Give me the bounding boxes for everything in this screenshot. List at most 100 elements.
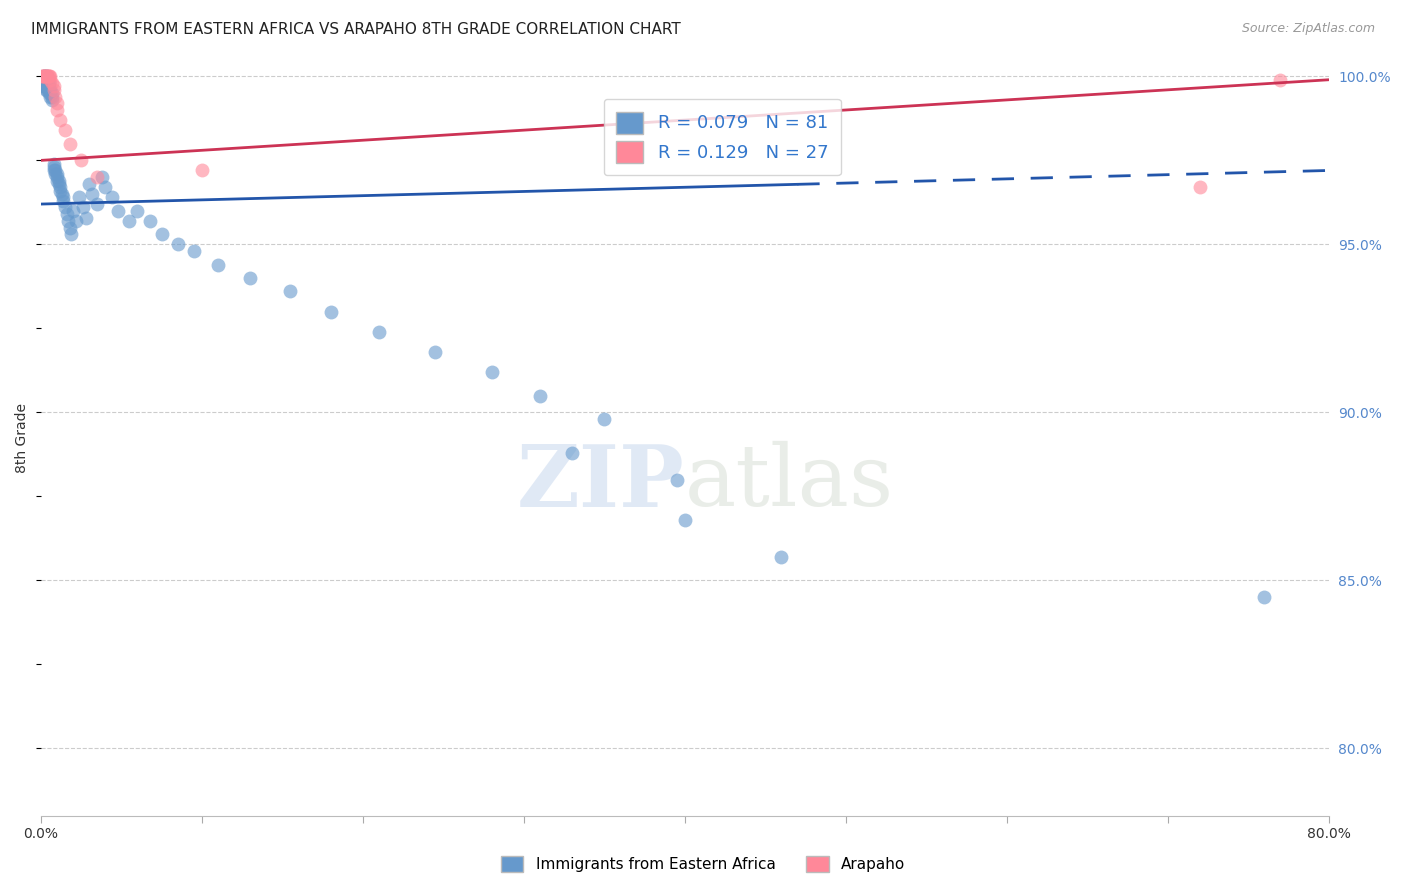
Point	[45, 103, 67, 117]
Point	[41, 86, 63, 100]
Point	[34, 76, 56, 90]
Point	[77, 177, 100, 191]
Point	[37, 76, 59, 90]
Point	[665, 473, 688, 487]
Point	[86, 170, 108, 185]
Point	[37, 70, 59, 84]
Point	[34, 72, 56, 87]
Point	[53, 123, 76, 137]
Point	[31, 70, 53, 84]
Point	[39, 83, 62, 97]
Point	[45, 173, 67, 187]
Point	[118, 214, 141, 228]
Point	[593, 412, 616, 426]
Point	[32, 72, 55, 87]
Point	[32, 70, 55, 84]
Text: IMMIGRANTS FROM EASTERN AFRICA VS ARAPAHO 8TH GRADE CORRELATION CHART: IMMIGRANTS FROM EASTERN AFRICA VS ARAPAH…	[31, 22, 681, 37]
Point	[38, 79, 60, 94]
Point	[37, 70, 59, 84]
Point	[39, 89, 62, 103]
Point	[48, 173, 70, 187]
Point	[37, 72, 59, 87]
Point	[107, 203, 129, 218]
Point	[69, 190, 91, 204]
Point	[239, 271, 262, 285]
Point	[37, 83, 59, 97]
Point	[183, 244, 205, 259]
Text: ZIP: ZIP	[517, 441, 685, 524]
Point	[70, 153, 93, 168]
Point	[75, 211, 97, 225]
Legend: Immigrants from Eastern Africa, Arapaho: Immigrants from Eastern Africa, Arapaho	[494, 848, 912, 880]
Point	[82, 186, 104, 201]
Point	[150, 227, 173, 242]
Point	[319, 304, 342, 318]
Point	[44, 163, 66, 178]
Point	[34, 70, 56, 84]
Point	[41, 76, 63, 90]
Legend: R = 0.079   N = 81, R = 0.129   N = 27: R = 0.079 N = 81, R = 0.129 N = 27	[603, 99, 841, 176]
Point	[42, 160, 65, 174]
Point	[60, 227, 83, 242]
Point	[278, 285, 301, 299]
Point	[481, 365, 503, 379]
Point	[1270, 72, 1292, 87]
Point	[673, 513, 696, 527]
Point	[561, 445, 583, 459]
Point	[42, 83, 65, 97]
Point	[38, 86, 60, 100]
Point	[38, 76, 60, 90]
Point	[166, 237, 188, 252]
Point	[38, 83, 60, 97]
Point	[32, 70, 55, 84]
Point	[39, 72, 62, 87]
Point	[42, 79, 65, 94]
Point	[529, 388, 551, 402]
Point	[1253, 590, 1275, 604]
Point	[32, 70, 55, 84]
Point	[55, 207, 77, 221]
Point	[31, 72, 53, 87]
Point	[49, 180, 72, 194]
Point	[425, 344, 447, 359]
Point	[31, 79, 53, 94]
Point	[52, 190, 75, 204]
Point	[1188, 180, 1211, 194]
Point	[34, 70, 56, 84]
Point	[59, 136, 82, 151]
Point	[42, 157, 65, 171]
Point	[41, 93, 63, 107]
Point	[56, 214, 79, 228]
Point	[770, 549, 793, 564]
Point	[42, 163, 65, 178]
Point	[32, 79, 55, 94]
Point	[34, 72, 56, 87]
Point	[94, 180, 117, 194]
Point	[62, 203, 84, 218]
Point	[49, 113, 72, 128]
Y-axis label: 8th Grade: 8th Grade	[15, 402, 30, 473]
Point	[91, 170, 114, 185]
Point	[31, 76, 53, 90]
Point	[45, 167, 67, 181]
Point	[39, 86, 62, 100]
Point	[32, 70, 55, 84]
Point	[32, 76, 55, 90]
Point	[34, 83, 56, 97]
Point	[44, 167, 66, 181]
Point	[44, 89, 66, 103]
Point	[31, 70, 53, 84]
Point	[100, 190, 122, 204]
Point	[49, 184, 72, 198]
Point	[39, 70, 62, 84]
Point	[34, 70, 56, 84]
Point	[86, 197, 108, 211]
Text: atlas: atlas	[685, 442, 894, 524]
Text: Source: ZipAtlas.com: Source: ZipAtlas.com	[1241, 22, 1375, 36]
Point	[59, 220, 82, 235]
Point	[38, 70, 60, 84]
Point	[37, 70, 59, 84]
Point	[34, 79, 56, 94]
Point	[51, 186, 73, 201]
Point	[38, 70, 60, 84]
